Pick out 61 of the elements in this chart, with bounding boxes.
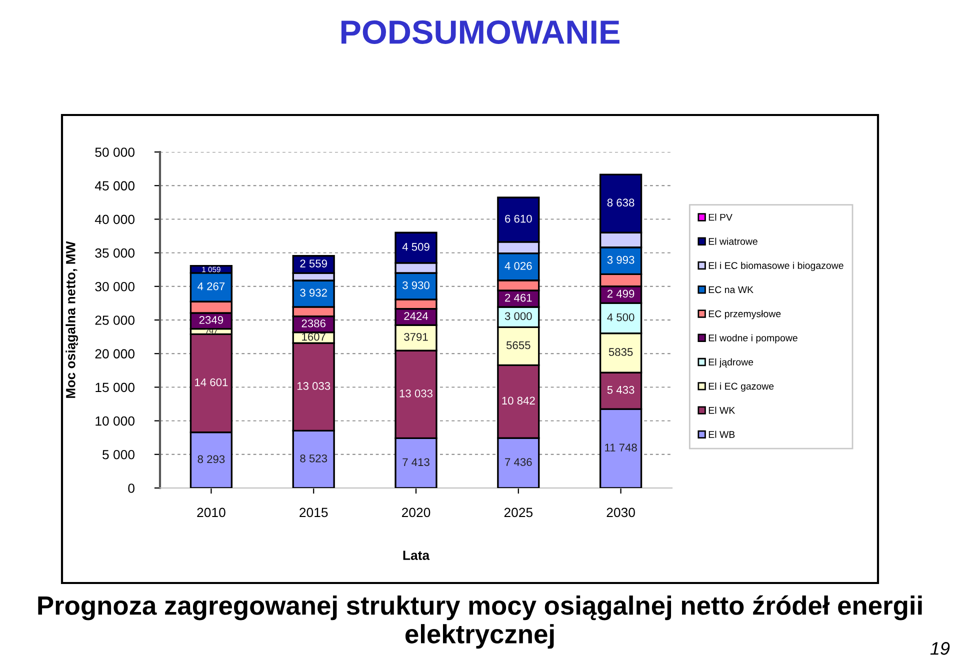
data-label: 5835 <box>608 348 633 356</box>
x-tick-label: 2015 <box>300 508 328 518</box>
legend-label: EC na WK <box>708 286 754 294</box>
legend-label: El WB <box>708 430 735 438</box>
y-tick-label: 35 000 <box>95 248 134 258</box>
data-label: 3 932 <box>300 288 327 297</box>
data-label: 7 413 <box>402 458 430 466</box>
data-label: 8 638 <box>607 198 634 207</box>
data-label: 3 930 <box>402 281 430 290</box>
data-label: 3791 <box>404 332 428 341</box>
data-label: 2 559 <box>300 260 327 268</box>
y-tick-label: 0 <box>128 484 134 493</box>
data-label: 11 748 <box>605 444 637 452</box>
data-label: 10 842 <box>502 396 535 405</box>
y-tick-label: 30 000 <box>95 282 134 292</box>
y-tick-label: 45 000 <box>94 181 134 191</box>
legend-label: El wiatrowe <box>708 238 758 245</box>
data-label: 8 523 <box>300 454 328 462</box>
data-label: 2424 <box>404 312 428 320</box>
data-label: 2 461 <box>505 294 532 302</box>
data-label: 4 500 <box>607 313 634 322</box>
data-label: 4 509 <box>402 242 430 251</box>
legend-label: El WK <box>708 406 736 414</box>
x-tick-label: 2025 <box>504 508 533 518</box>
text: 19 <box>930 642 950 655</box>
y-tick-label: 10 000 <box>96 416 134 426</box>
x-axis-title: Lata <box>403 550 430 560</box>
text: Prognoza zagregowanej struktury mocy osiągalnej netto źródeł energii elektrycznej <box>38 595 922 649</box>
data-label: 3 000 <box>504 312 532 320</box>
data-label: 4 026 <box>504 262 532 270</box>
y-axis-title: Moc osiągalna netto, MW <box>66 241 78 398</box>
data-label: 7 436 <box>505 458 532 466</box>
data-label: 5655 <box>506 341 530 350</box>
data-label: 3 993 <box>607 256 634 264</box>
x-tick-label: 2030 <box>606 508 635 518</box>
x-tick-label: 2020 <box>402 508 430 518</box>
data-label: 13 033 <box>400 390 433 398</box>
data-label: 2386 <box>302 319 326 328</box>
data-label: 6 610 <box>505 214 532 223</box>
y-tick-label: 50 000 <box>95 148 134 157</box>
data-label: 5 433 <box>607 386 634 394</box>
y-tick-label: 20 000 <box>95 349 134 359</box>
legend-label: EC przemysłowe <box>708 310 781 320</box>
data-label: 2349 <box>199 316 224 324</box>
legend-label: El i EC biomasowe i biogazowe <box>708 262 844 271</box>
legend-label: El PV <box>708 214 732 221</box>
legend-label: El wodne i pompowe <box>708 334 798 344</box>
x-tick-label: 2010 <box>197 508 226 518</box>
data-label: 4 267 <box>198 282 225 290</box>
y-tick-label: 5 000 <box>102 450 134 460</box>
data-label: 2 499 <box>607 290 634 298</box>
data-label: 8 293 <box>198 455 225 464</box>
chart-title: PODSUMOWANIE <box>341 20 620 44</box>
legend-label: El i EC gazowe <box>708 382 774 392</box>
y-tick-label: 40 000 <box>94 214 134 224</box>
data-label: 13 033 <box>297 382 330 390</box>
data-label: 1607 <box>302 332 326 341</box>
y-tick-label: 25 000 <box>95 316 134 325</box>
y-tick-label: 15 000 <box>96 382 134 392</box>
data-label: 14 601 <box>195 378 228 386</box>
legend-label: El jądrowe <box>708 358 754 368</box>
